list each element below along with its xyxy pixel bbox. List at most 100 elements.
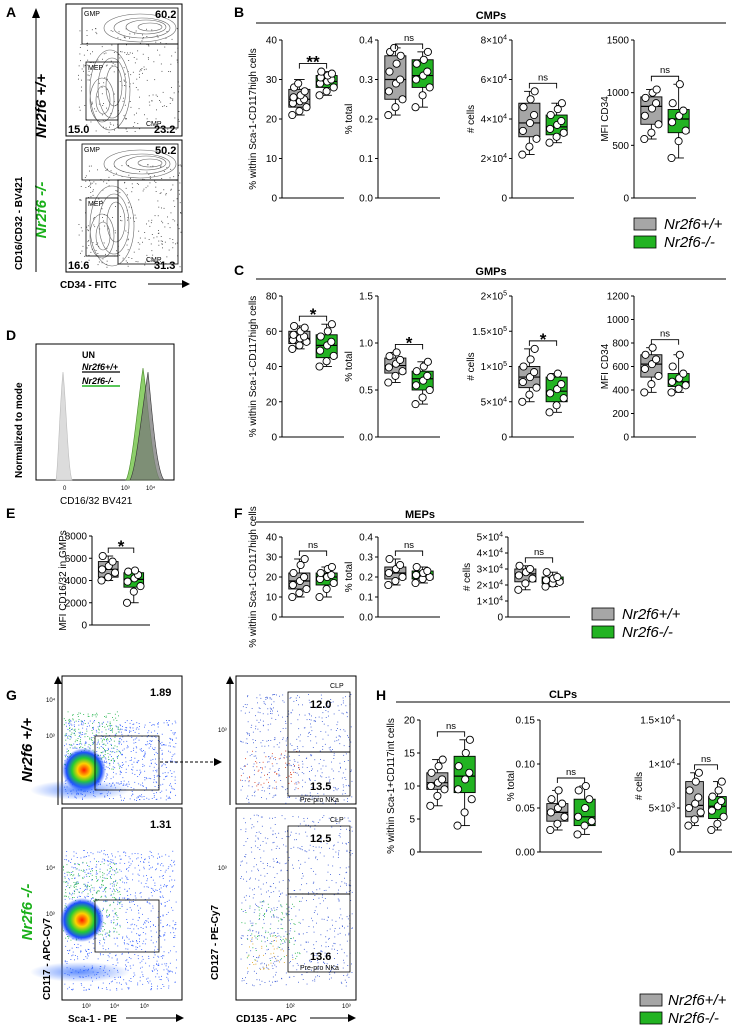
event-dot [106, 263, 108, 265]
event-dot [63, 881, 65, 883]
event-dot [93, 224, 95, 226]
event-dot [156, 236, 158, 238]
data-point-wt [391, 576, 400, 586]
event-dot [96, 890, 98, 892]
event-dot [113, 922, 114, 924]
event-dot [273, 891, 275, 893]
data-point-ko [546, 389, 555, 398]
event-dot [74, 890, 75, 892]
event-dot [75, 739, 77, 741]
event-dot [112, 869, 114, 871]
event-dot [340, 826, 342, 827]
data-point-wt [295, 588, 304, 598]
event-dot [259, 712, 261, 714]
event-dot [124, 182, 125, 184]
event-dot [244, 712, 246, 714]
event-dot [101, 93, 103, 95]
event-dot [145, 787, 147, 788]
event-dot [344, 817, 346, 819]
event-dot [69, 898, 71, 900]
event-dot [347, 760, 349, 761]
event-dot [274, 961, 276, 963]
event-dot [349, 830, 350, 831]
event-dot [96, 900, 98, 902]
pseudocolor-wt: 1.89 [30, 675, 183, 805]
event-dot [263, 919, 264, 921]
event-dot [315, 906, 317, 908]
event-dot [300, 900, 302, 902]
event-dot [329, 797, 331, 799]
significance-bracket [524, 557, 554, 563]
event-dot [66, 864, 68, 866]
event-dot [129, 901, 130, 903]
event-dot [301, 772, 303, 773]
event-dot [173, 761, 175, 763]
event-dot [84, 105, 86, 106]
event-dot [107, 742, 109, 744]
data-point-wt [300, 554, 309, 564]
y-tick-label: 2×105 [481, 291, 508, 303]
event-dot [282, 737, 284, 739]
event-dot [169, 97, 171, 99]
event-dot [120, 725, 122, 727]
event-dot [347, 801, 348, 802]
event-dot [150, 166, 152, 168]
event-dot [148, 955, 150, 957]
y-tick-label: 0 [669, 848, 675, 859]
event-dot [124, 897, 125, 899]
y-axis-label: MFI CD16/32 in GMPs [58, 530, 69, 631]
event-dot [71, 894, 73, 896]
y-tick-label: 0.2 [359, 573, 373, 584]
event-dot [344, 927, 345, 929]
data-point-wt [518, 150, 527, 159]
event-dot [134, 867, 136, 869]
event-dot [157, 200, 159, 202]
event-dot [103, 126, 104, 128]
event-dot [153, 952, 155, 954]
event-dot [145, 962, 147, 964]
event-dot [173, 788, 175, 790]
event-dot [244, 704, 246, 705]
event-dot [254, 959, 256, 961]
event-dot [281, 912, 283, 913]
event-dot [139, 892, 141, 894]
event-dot [264, 774, 265, 776]
tick-exponent: 4 [499, 564, 503, 571]
event-dot [174, 937, 176, 938]
event-dot [152, 254, 154, 256]
event-dot [142, 785, 144, 787]
event-dot [162, 984, 164, 985]
event-dot [302, 704, 303, 706]
event-dot [244, 856, 246, 858]
event-dot [323, 723, 325, 725]
event-dot [125, 768, 127, 770]
event-dot [146, 797, 148, 799]
y-axis-label: % total [344, 104, 355, 135]
event-dot [289, 759, 291, 761]
event-dot [93, 947, 95, 949]
event-dot [284, 755, 286, 756]
event-dot [164, 226, 166, 228]
event-dot [107, 78, 108, 80]
data-point-wt [434, 762, 443, 771]
event-dot [273, 952, 275, 954]
event-dot [127, 217, 129, 219]
box-ko [667, 109, 690, 134]
event-dot [314, 828, 316, 830]
event-dot [289, 962, 291, 964]
data-point-wt [296, 560, 305, 570]
event-dot [106, 214, 108, 216]
event-dot [139, 935, 140, 937]
event-dot [153, 969, 155, 971]
event-dot [124, 117, 126, 119]
event-dot [273, 932, 275, 933]
event-dot [164, 963, 166, 965]
event-dot [303, 818, 305, 819]
event-dot [152, 971, 154, 972]
event-dot [109, 931, 111, 933]
event-dot [350, 726, 352, 728]
event-dot [109, 876, 111, 877]
event-dot [65, 945, 67, 947]
